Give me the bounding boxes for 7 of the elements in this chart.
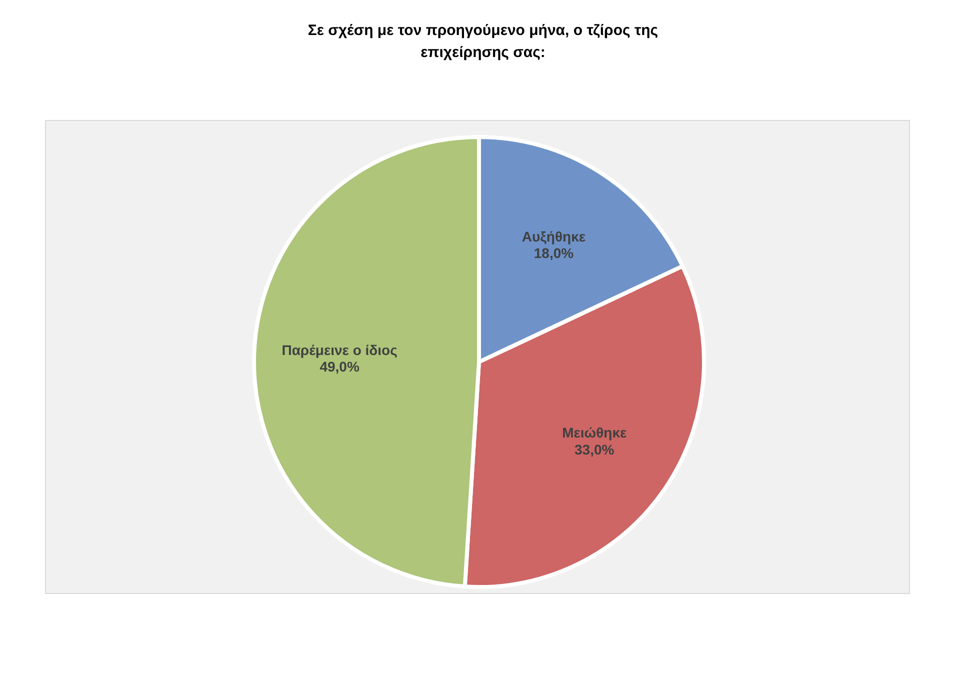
chart-title: Σε σχέση με τον προηγούμενο μήνα, ο τζίρος της επιχείρησης σας: [306,21,660,63]
data-label: 49,0% [320,358,360,375]
data-label: 18,0% [534,245,574,262]
slice-label: Αυξήθηκε [522,228,586,244]
data-label: 33,0% [574,441,615,458]
slice-label: Παρέμεινε ο ίδιος [282,342,398,358]
slice-label: Μειώθηκε [562,424,628,441]
